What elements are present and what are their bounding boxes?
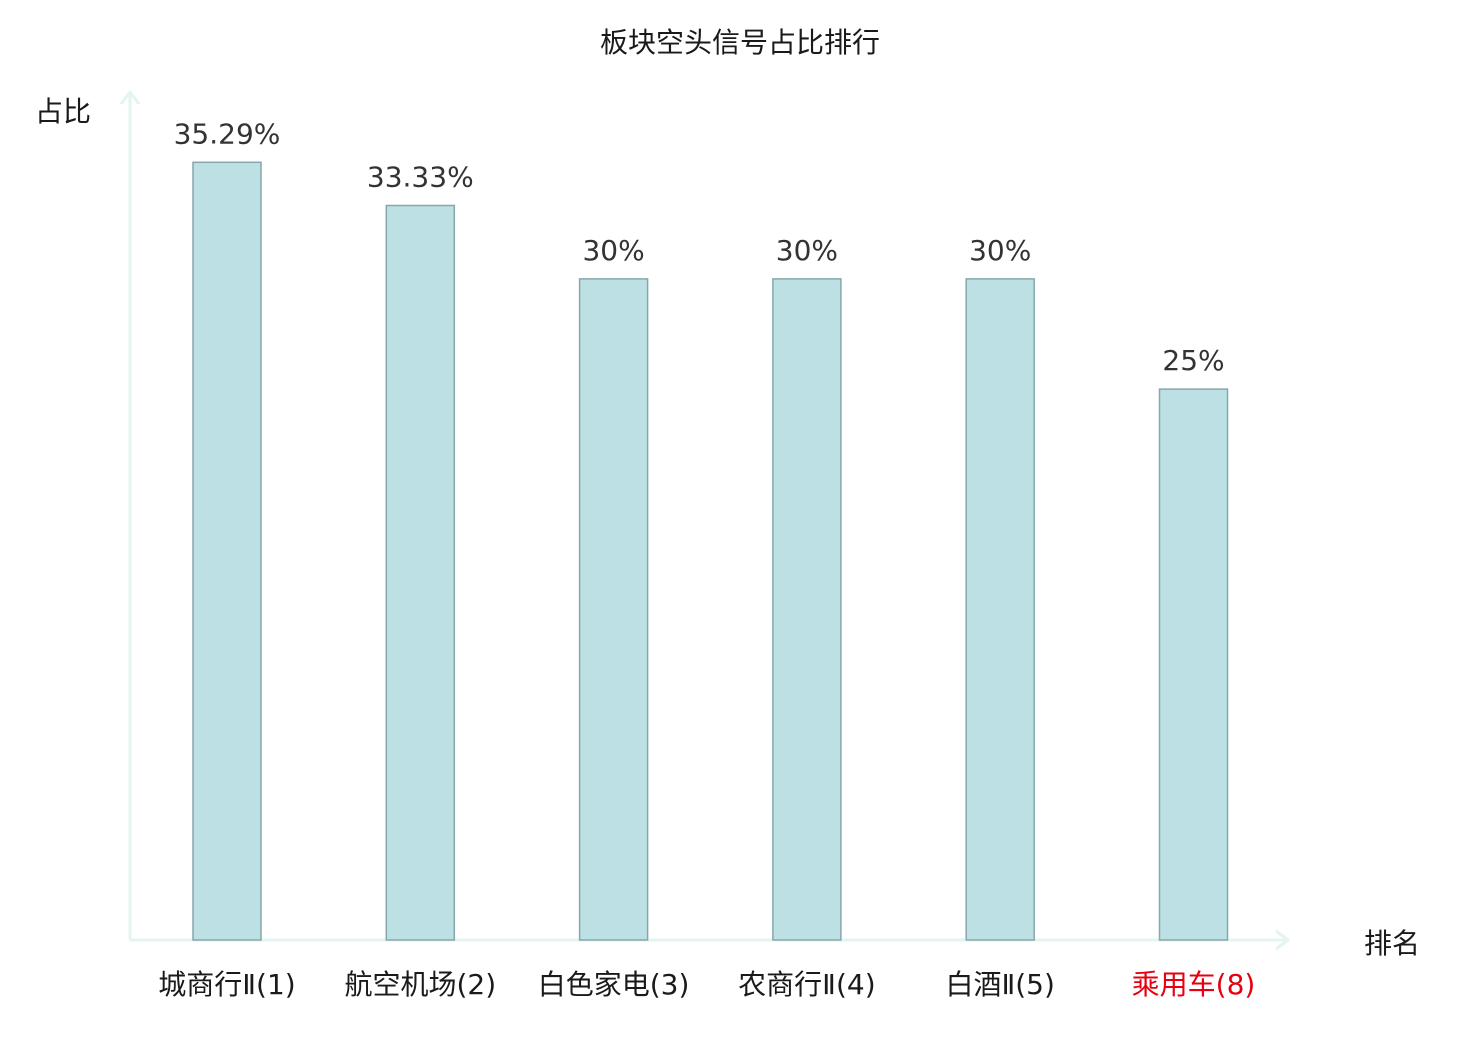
category-label: 农商行Ⅱ(4) xyxy=(738,968,875,1001)
value-label: 30% xyxy=(582,234,644,267)
y-axis-label: 占比 xyxy=(35,95,91,128)
x-axis-label: 排名 xyxy=(1364,927,1420,960)
category-label: 城商行Ⅱ(1) xyxy=(158,968,295,1001)
chart-title: 板块空头信号占比排行 xyxy=(600,26,880,59)
value-label: 33.33% xyxy=(367,161,474,194)
bar xyxy=(965,278,1035,941)
value-label: 30% xyxy=(969,234,1031,267)
bar xyxy=(1158,388,1229,941)
category-label: 航空机场(2) xyxy=(344,968,496,1001)
bar xyxy=(772,278,842,941)
value-label: 35.29% xyxy=(174,117,281,150)
category-label: 白色家电(3) xyxy=(538,968,690,1001)
bar xyxy=(192,161,262,941)
bar xyxy=(385,204,456,941)
value-label: 30% xyxy=(776,234,838,267)
bars-group xyxy=(192,161,1229,941)
value-labels-group: 35.29% 33.33% 30% 30% 30% 25% xyxy=(174,117,1225,377)
bar xyxy=(578,278,649,941)
category-label: 乘用车(8) xyxy=(1132,968,1256,1001)
value-label: 25% xyxy=(1162,344,1224,377)
category-label: 白酒Ⅱ(5) xyxy=(945,968,1054,1001)
category-labels-group: 城商行Ⅱ(1) 航空机场(2) 白色家电(3) 农商行Ⅱ(4) 白酒Ⅱ(5) 乘用车(8) xyxy=(158,968,1255,1001)
